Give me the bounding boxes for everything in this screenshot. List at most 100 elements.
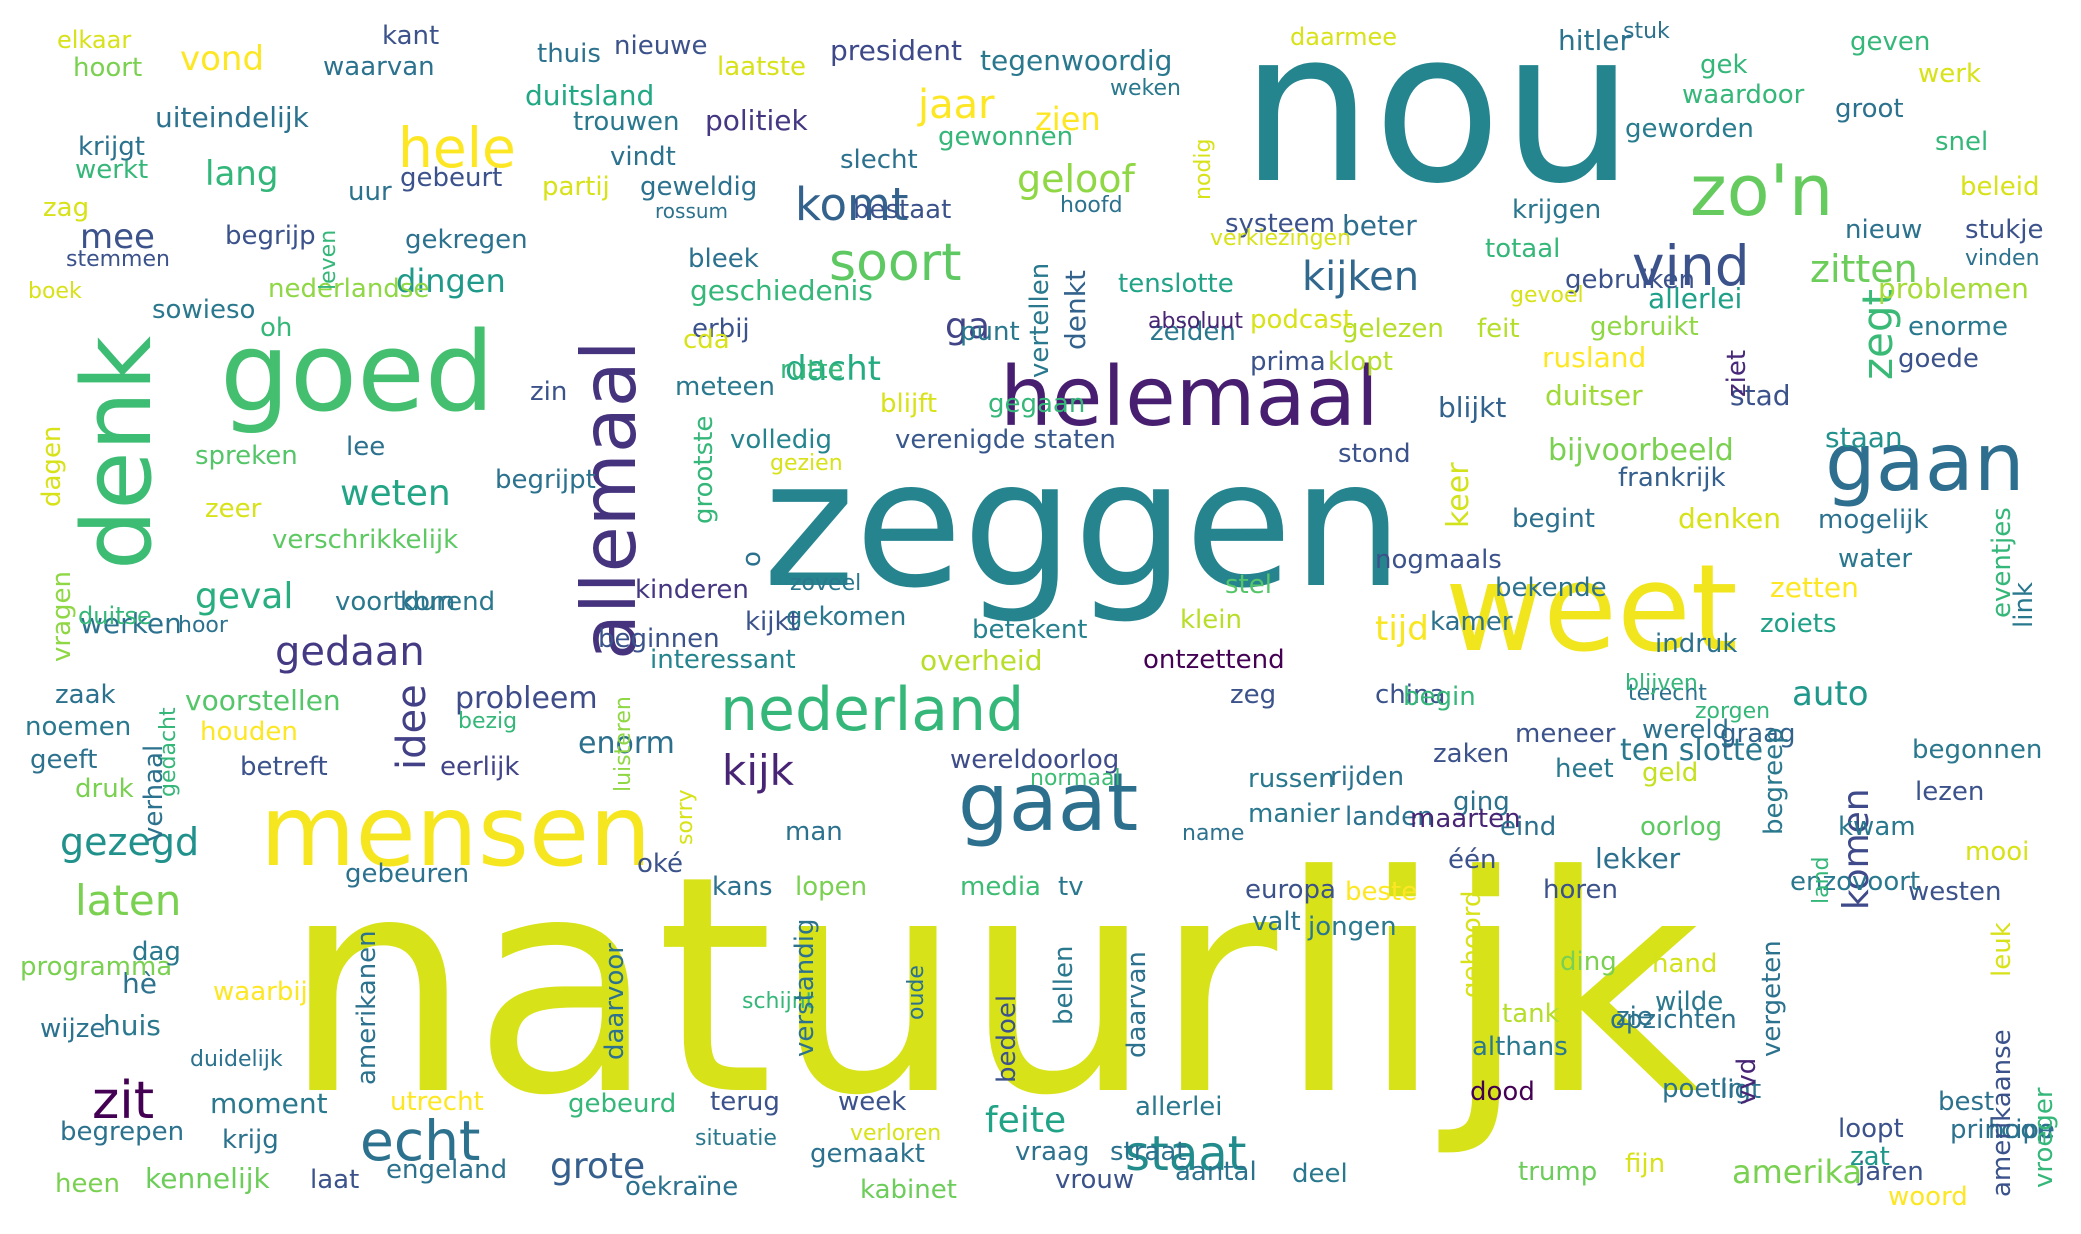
cloud-word: klopt — [1328, 347, 1393, 377]
cloud-word: zo'n — [1690, 150, 1833, 232]
cloud-word: begin — [1403, 682, 1476, 712]
cloud-word: denk — [63, 336, 173, 570]
cloud-word: gebeurd — [568, 1089, 676, 1119]
cloud-word: vragen — [47, 571, 77, 662]
cloud-word: vvd — [1732, 1058, 1762, 1105]
cloud-word: feite — [985, 1100, 1066, 1141]
cloud-word: geloof — [1017, 157, 1137, 201]
cloud-word: gebeurt — [400, 163, 502, 193]
cloud-word: dagen — [37, 426, 67, 507]
cloud-word: grootste — [689, 416, 719, 524]
cloud-word: man — [785, 817, 843, 847]
cloud-word: oh — [260, 313, 292, 343]
cloud-word: beginnen — [598, 624, 720, 654]
cloud-word: gemaakt — [810, 1139, 925, 1169]
cloud-word: terecht — [1628, 681, 1707, 706]
cloud-word: luisteren — [611, 696, 636, 792]
cloud-word: nogmaals — [1375, 545, 1502, 575]
cloud-word: nieuw — [1845, 215, 1922, 245]
cloud-word: systeem — [1225, 209, 1335, 239]
cloud-word: voorstellen — [185, 684, 341, 717]
cloud-word: duidelijk — [190, 1047, 283, 1072]
cloud-word: leven — [316, 230, 341, 290]
cloud-word: partij — [542, 172, 610, 202]
cloud-word: bleek — [688, 244, 759, 274]
cloud-word: hand — [1652, 949, 1717, 979]
cloud-word: begonnen — [1912, 735, 2042, 765]
cloud-word: zeiden — [1150, 317, 1236, 347]
cloud-word: vind — [1632, 234, 1750, 298]
cloud-word: goede — [1898, 344, 1979, 374]
cloud-word: enorm — [578, 726, 675, 761]
cloud-word: stukje — [1965, 215, 2044, 245]
cloud-word: zit — [92, 1071, 154, 1131]
cloud-word: verstandig — [790, 919, 820, 1057]
cloud-word: oké — [637, 849, 683, 879]
cloud-word: maarten — [1410, 804, 1521, 834]
cloud-word: daarmee — [1290, 23, 1397, 51]
cloud-word: nieuwe — [614, 31, 707, 61]
cloud-word: zitten — [1810, 247, 1918, 291]
cloud-word: media — [960, 872, 1041, 902]
cloud-word: echt — [360, 1109, 481, 1173]
cloud-word: ontzettend — [1143, 645, 1285, 675]
cloud-word: absoluut — [1148, 309, 1243, 334]
cloud-word: best — [1938, 1087, 1994, 1117]
cloud-word: gedacht — [156, 707, 181, 797]
cloud-word: stuk — [1623, 19, 1670, 44]
cloud-word: principe — [1950, 1115, 2055, 1145]
cloud-word: situatie — [695, 1126, 777, 1151]
cloud-word: valt — [1252, 907, 1301, 937]
cloud-word: overheid — [920, 644, 1042, 677]
cloud-word: westen — [1908, 877, 2001, 907]
cloud-word: beter — [1342, 209, 1417, 242]
cloud-word: denken — [1678, 502, 1781, 535]
cloud-word: mogelijk — [1818, 505, 1928, 535]
cloud-word: gebeuren — [345, 859, 469, 889]
cloud-word: jaar — [917, 82, 995, 128]
cloud-word: werkt — [75, 155, 148, 185]
cloud-word: water — [1838, 544, 1912, 574]
cloud-word: huis — [103, 1009, 161, 1042]
cloud-word: klein — [1180, 605, 1242, 635]
cloud-word: krijgen — [1512, 195, 1601, 225]
cloud-word: vraag — [1015, 1137, 1089, 1167]
cloud-word: cda — [683, 325, 730, 355]
cloud-word: dag — [132, 937, 181, 967]
cloud-word: gelezen — [1342, 314, 1444, 344]
cloud-word: woord — [1888, 1182, 1968, 1212]
cloud-word: gaan — [1825, 416, 2025, 509]
cloud-word: vrouw — [1055, 1165, 1134, 1195]
cloud-word: zie — [1616, 1002, 1653, 1032]
cloud-word: dingen — [396, 262, 506, 300]
cloud-word: vroeger — [2029, 1087, 2059, 1188]
cloud-word: kabinet — [860, 1175, 957, 1205]
cloud-word: opzichten — [1610, 1005, 1737, 1035]
cloud-word: interessant — [650, 645, 796, 675]
cloud-word: vertellen — [1025, 263, 1055, 378]
cloud-word: amerikaanse — [1987, 1029, 2017, 1197]
cloud-word: mee — [80, 217, 155, 257]
cloud-word: mooi — [1965, 837, 2029, 867]
cloud-word: stemmen — [66, 247, 170, 272]
cloud-word: gekomen — [786, 602, 906, 632]
cloud-word: trouwen — [573, 107, 679, 137]
cloud-word: zetten — [1770, 571, 1859, 604]
cloud-word: straat — [1110, 1137, 1187, 1167]
cloud-word: weet — [1445, 540, 1738, 679]
cloud-word: tegenwoordig — [980, 44, 1172, 77]
cloud-word: verloren — [850, 1121, 941, 1146]
cloud-word: vindt — [610, 142, 676, 172]
cloud-word: kwam — [1838, 812, 1916, 842]
cloud-word: prima — [1250, 347, 1326, 377]
cloud-word: podcast — [1250, 305, 1353, 335]
cloud-word: geld — [1642, 758, 1698, 788]
cloud-word: stond — [1338, 439, 1411, 469]
cloud-word: gezegd — [60, 820, 199, 864]
cloud-word: begrijp — [225, 221, 316, 251]
cloud-word: vinden — [1965, 246, 2040, 271]
cloud-word: lopen — [795, 872, 867, 902]
cloud-word: weken — [1110, 76, 1181, 101]
cloud-word: elkaar — [57, 26, 131, 54]
cloud-word: geval — [195, 576, 293, 617]
